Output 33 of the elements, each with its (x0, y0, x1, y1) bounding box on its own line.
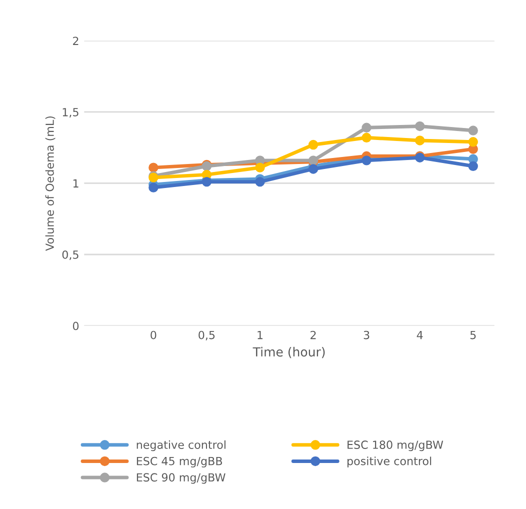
legend-label: ESC 90 mg/gBW (136, 473, 226, 484)
point (468, 137, 478, 147)
point (255, 162, 265, 172)
y-tick-label: 0,5 (62, 250, 78, 260)
point (148, 162, 158, 172)
x-tick-label: 2 (310, 330, 316, 340)
y-tick-label: 1 (73, 179, 78, 188)
x-tick-label: 4 (416, 330, 423, 340)
legend-label: ESC 45 mg/gBB (136, 456, 222, 468)
point (255, 176, 265, 187)
y-tick-label: 2 (73, 36, 78, 45)
x-axis-title: Time (hour) (252, 346, 325, 358)
legend-label: ESC 180 mg/gBW (348, 440, 444, 452)
point (468, 161, 478, 171)
y-axis-title: Volume of Oedema (mL) (45, 116, 56, 251)
point (362, 132, 372, 142)
x-tick-label: 0,5 (198, 330, 215, 340)
point (362, 122, 372, 133)
x-tick-label: 5 (470, 330, 476, 340)
legend-label: negative control (136, 440, 226, 452)
x-tick-label: 3 (364, 330, 370, 340)
point (414, 121, 425, 132)
point (308, 140, 318, 150)
point (414, 136, 425, 146)
point (362, 156, 372, 166)
point (308, 164, 318, 174)
y-tick-label: 0 (72, 322, 79, 330)
x-tick-label: 1 (258, 330, 263, 340)
y-tick-label: 1,5 (62, 108, 78, 118)
point (468, 126, 478, 136)
legend-label: positive control (348, 456, 432, 468)
point (148, 182, 158, 192)
x-tick-label: 0 (150, 330, 156, 340)
